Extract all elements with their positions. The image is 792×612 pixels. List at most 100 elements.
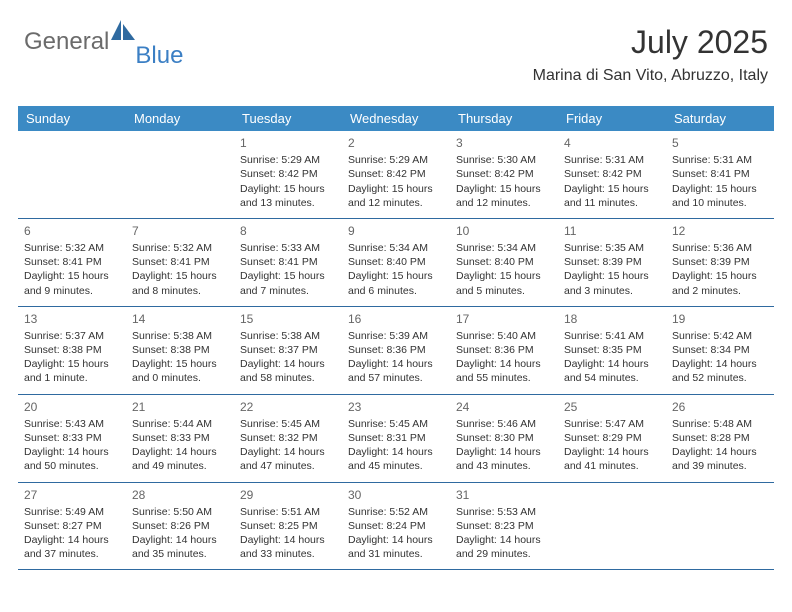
day-cell: 8Sunrise: 5:33 AMSunset: 8:41 PMDaylight… [234, 219, 342, 306]
day-info-line: Sunrise: 5:45 AM [348, 417, 444, 431]
calendar: SundayMondayTuesdayWednesdayThursdayFrid… [18, 106, 774, 570]
day-cell: 15Sunrise: 5:38 AMSunset: 8:37 PMDayligh… [234, 307, 342, 394]
day-number: 16 [348, 311, 444, 327]
day-info-line: Daylight: 14 hours [564, 445, 660, 459]
day-cell: 31Sunrise: 5:53 AMSunset: 8:23 PMDayligh… [450, 483, 558, 570]
day-cell: 1Sunrise: 5:29 AMSunset: 8:42 PMDaylight… [234, 131, 342, 218]
day-number: 28 [132, 487, 228, 503]
day-info-line: Daylight: 15 hours [564, 269, 660, 283]
day-info-line: and 13 minutes. [240, 196, 336, 210]
dow-cell: Monday [126, 106, 234, 131]
day-number: 2 [348, 135, 444, 151]
day-info-line: Daylight: 14 hours [348, 357, 444, 371]
day-cell: 11Sunrise: 5:35 AMSunset: 8:39 PMDayligh… [558, 219, 666, 306]
week-row: 6Sunrise: 5:32 AMSunset: 8:41 PMDaylight… [18, 219, 774, 307]
logo: General Blue [24, 28, 185, 56]
day-cell: 25Sunrise: 5:47 AMSunset: 8:29 PMDayligh… [558, 395, 666, 482]
day-info-line: Sunset: 8:40 PM [348, 255, 444, 269]
day-info-line: Daylight: 14 hours [24, 533, 120, 547]
day-number: 12 [672, 223, 768, 239]
day-number: 30 [348, 487, 444, 503]
day-info-line: Sunset: 8:36 PM [348, 343, 444, 357]
day-info-line: and 55 minutes. [456, 371, 552, 385]
day-info-line: Sunset: 8:41 PM [132, 255, 228, 269]
day-number: 4 [564, 135, 660, 151]
day-info-line: Sunset: 8:25 PM [240, 519, 336, 533]
day-cell: 4Sunrise: 5:31 AMSunset: 8:42 PMDaylight… [558, 131, 666, 218]
day-info-line: Daylight: 15 hours [132, 357, 228, 371]
month-title: July 2025 [533, 24, 768, 61]
day-info-line: and 1 minute. [24, 371, 120, 385]
day-number: 5 [672, 135, 768, 151]
day-number: 24 [456, 399, 552, 415]
day-cell: 26Sunrise: 5:48 AMSunset: 8:28 PMDayligh… [666, 395, 774, 482]
day-info-line: Sunrise: 5:53 AM [456, 505, 552, 519]
day-info-line: Daylight: 15 hours [348, 269, 444, 283]
day-cell [666, 483, 774, 570]
day-info-line: Sunset: 8:37 PM [240, 343, 336, 357]
day-info-line: and 52 minutes. [672, 371, 768, 385]
day-info-line: Sunrise: 5:46 AM [456, 417, 552, 431]
day-info-line: and 45 minutes. [348, 459, 444, 473]
day-info-line: and 49 minutes. [132, 459, 228, 473]
dow-cell: Friday [558, 106, 666, 131]
day-info-line: Sunset: 8:36 PM [456, 343, 552, 357]
day-cell: 5Sunrise: 5:31 AMSunset: 8:41 PMDaylight… [666, 131, 774, 218]
day-info-line: Daylight: 15 hours [456, 182, 552, 196]
day-info-line: Daylight: 15 hours [564, 182, 660, 196]
day-info-line: Sunrise: 5:49 AM [24, 505, 120, 519]
day-info-line: Daylight: 14 hours [456, 533, 552, 547]
day-info-line: Sunrise: 5:38 AM [132, 329, 228, 343]
day-info-line: Sunrise: 5:42 AM [672, 329, 768, 343]
day-info-line: Sunset: 8:35 PM [564, 343, 660, 357]
day-info-line: Sunrise: 5:41 AM [564, 329, 660, 343]
day-info-line: Sunset: 8:41 PM [240, 255, 336, 269]
day-cell [126, 131, 234, 218]
day-info-line: Sunrise: 5:38 AM [240, 329, 336, 343]
day-info-line: and 43 minutes. [456, 459, 552, 473]
day-info-line: and 39 minutes. [672, 459, 768, 473]
day-cell: 17Sunrise: 5:40 AMSunset: 8:36 PMDayligh… [450, 307, 558, 394]
day-info-line: Daylight: 15 hours [240, 182, 336, 196]
day-info-line: Sunrise: 5:50 AM [132, 505, 228, 519]
day-info-line: and 58 minutes. [240, 371, 336, 385]
day-info-line: and 7 minutes. [240, 284, 336, 298]
day-number: 9 [348, 223, 444, 239]
day-info-line: Daylight: 15 hours [132, 269, 228, 283]
day-info-line: Daylight: 14 hours [240, 357, 336, 371]
sail-icon [111, 20, 137, 40]
day-info-line: Daylight: 14 hours [348, 445, 444, 459]
day-cell: 18Sunrise: 5:41 AMSunset: 8:35 PMDayligh… [558, 307, 666, 394]
header-right: July 2025 Marina di San Vito, Abruzzo, I… [533, 24, 768, 85]
day-info-line: and 37 minutes. [24, 547, 120, 561]
day-info-line: Sunrise: 5:45 AM [240, 417, 336, 431]
day-info-line: Daylight: 14 hours [456, 445, 552, 459]
day-info-line: Sunrise: 5:48 AM [672, 417, 768, 431]
day-info-line: and 3 minutes. [564, 284, 660, 298]
day-number: 1 [240, 135, 336, 151]
day-cell: 13Sunrise: 5:37 AMSunset: 8:38 PMDayligh… [18, 307, 126, 394]
day-info-line: Sunrise: 5:34 AM [348, 241, 444, 255]
day-info-line: and 12 minutes. [456, 196, 552, 210]
day-info-line: Sunrise: 5:29 AM [348, 153, 444, 167]
day-info-line: Sunrise: 5:40 AM [456, 329, 552, 343]
day-info-line: and 10 minutes. [672, 196, 768, 210]
day-info-line: Sunset: 8:31 PM [348, 431, 444, 445]
dow-cell: Sunday [18, 106, 126, 131]
day-number: 19 [672, 311, 768, 327]
day-info-line: and 47 minutes. [240, 459, 336, 473]
day-info-line: Daylight: 14 hours [24, 445, 120, 459]
day-info-line: Sunset: 8:39 PM [564, 255, 660, 269]
dow-cell: Saturday [666, 106, 774, 131]
day-info-line: Sunrise: 5:32 AM [24, 241, 120, 255]
day-info-line: Sunrise: 5:44 AM [132, 417, 228, 431]
day-info-line: Sunrise: 5:39 AM [348, 329, 444, 343]
day-info-line: and 12 minutes. [348, 196, 444, 210]
day-info-line: Daylight: 15 hours [348, 182, 444, 196]
day-number: 21 [132, 399, 228, 415]
day-info-line: Daylight: 14 hours [564, 357, 660, 371]
day-number: 11 [564, 223, 660, 239]
day-cell [18, 131, 126, 218]
day-cell [558, 483, 666, 570]
logo-text-blue: Blue [135, 42, 183, 70]
